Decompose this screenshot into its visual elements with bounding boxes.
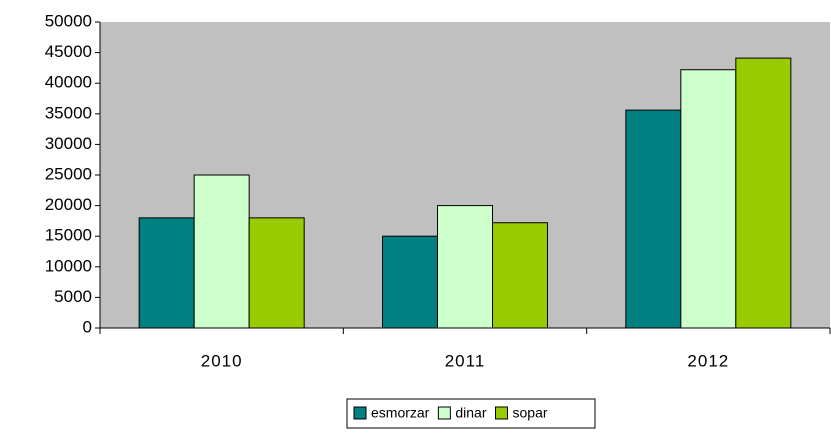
- bar: [138, 217, 195, 329]
- bar: [735, 57, 792, 329]
- y-tick-label: 15000: [45, 226, 92, 245]
- legend-swatch: [437, 406, 451, 420]
- bar: [248, 217, 305, 329]
- y-tick-label: 35000: [45, 103, 92, 122]
- y-tick-label: 20000: [45, 195, 92, 214]
- x-tick-label: 2011: [445, 351, 486, 370]
- legend-swatch: [353, 406, 367, 420]
- legend: [346, 398, 596, 429]
- bar: [437, 205, 493, 329]
- legend-swatch: [495, 406, 508, 420]
- legend-label: esmorzar: [371, 405, 430, 421]
- bar: [492, 222, 548, 329]
- y-tick-label: 45000: [45, 42, 92, 61]
- y-tick-label: 50000: [45, 11, 92, 30]
- bar: [382, 235, 438, 329]
- y-tick-label: 25000: [45, 164, 92, 183]
- y-tick-label: 40000: [45, 73, 92, 92]
- legend-label: sopar: [513, 405, 548, 421]
- y-tick-label: 30000: [45, 134, 92, 153]
- y-tick-label: 10000: [45, 256, 92, 275]
- x-tick-label: 2012: [687, 351, 729, 370]
- bar: [193, 174, 250, 329]
- y-tick-label: 5000: [54, 287, 92, 306]
- legend-label: dinar: [455, 405, 486, 421]
- bar: [680, 69, 737, 329]
- y-tick-label: 0: [83, 317, 92, 336]
- x-tick-label: 2010: [201, 351, 243, 370]
- bar: [625, 109, 682, 329]
